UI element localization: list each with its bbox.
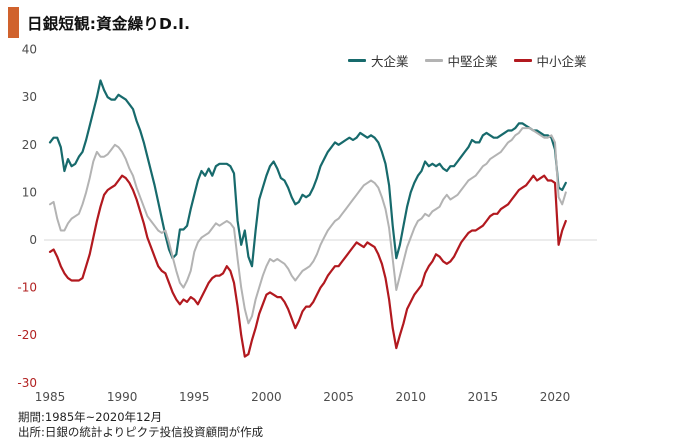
legend-swatch [348, 59, 366, 62]
footer: 期間:1985年~2020年12月 出所:日銀の統計よりピクテ投信投資顧問が作成 [18, 410, 263, 439]
x-tick-label: 2015 [468, 390, 499, 404]
accent-bar [8, 7, 19, 38]
x-tick-label: 1990 [107, 390, 138, 404]
legend-swatch [424, 59, 443, 62]
legend-item: 中堅企業 [424, 51, 498, 70]
footer-source: 出所:日銀の統計よりピクテ投信投資顧問が作成 [18, 424, 264, 439]
legend-label: 中堅企業 [447, 54, 498, 69]
x-tick-label: 1995 [179, 390, 210, 404]
series-line-2 [49, 127, 567, 325]
legend-label: 中小企業 [536, 54, 587, 69]
legend-item: 大企業 [348, 51, 409, 70]
y-tick-label: 40 [22, 43, 37, 57]
footer-period: 期間:1985年~2020年12月 [18, 410, 163, 424]
x-tick-label: 2020 [540, 390, 571, 404]
page-title: 日銀短観:資金繰りD.I. [27, 15, 191, 33]
y-tick-label: 0 [29, 233, 37, 247]
y-tick-label: 20 [22, 138, 37, 152]
legend-label: 大企業 [371, 54, 409, 69]
y-tick-label: 30 [22, 90, 37, 104]
x-tick-label: 2005 [323, 390, 354, 404]
legend: 大企業 中堅企業 中小企業 [348, 51, 587, 70]
y-tick-label: -20 [17, 328, 37, 342]
y-tick-label: 10 [22, 185, 37, 199]
y-tick-label: -30 [17, 376, 37, 390]
series-line-3 [48, 174, 567, 358]
x-tick-label: 1985 [35, 390, 66, 404]
legend-swatch [513, 59, 532, 62]
y-tick-label: -10 [17, 281, 37, 295]
series-line-1 [48, 79, 567, 268]
x-tick-label: 2010 [395, 390, 426, 404]
x-tick-label: 2000 [251, 390, 282, 404]
chart-header: 日銀短観:資金繰りD.I. [8, 7, 190, 38]
legend-item: 中小企業 [513, 51, 587, 70]
